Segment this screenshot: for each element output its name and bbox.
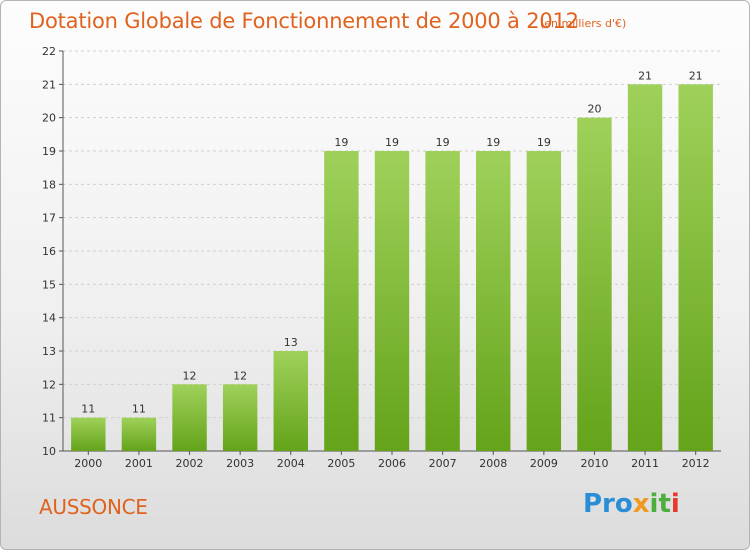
proxiti-logo: Proxiti xyxy=(583,489,680,519)
bar xyxy=(577,117,612,452)
y-tick-label: 10 xyxy=(42,445,56,458)
bar xyxy=(222,384,258,451)
bar xyxy=(425,151,460,451)
data-label: 19 xyxy=(436,136,450,149)
data-label: 13 xyxy=(284,336,298,349)
x-tick-label: 2010 xyxy=(580,457,608,470)
bar xyxy=(526,151,562,451)
y-tick-label: 22 xyxy=(42,45,56,58)
y-tick-label: 20 xyxy=(42,112,56,125)
logo-part: i xyxy=(670,489,680,519)
data-label: 21 xyxy=(638,69,652,82)
x-tick-label: 2009 xyxy=(530,457,558,470)
y-tick-label: 14 xyxy=(42,312,56,325)
y-tick-label: 15 xyxy=(42,278,56,291)
data-label: 12 xyxy=(183,369,197,382)
bar xyxy=(324,151,359,451)
y-tick-label: 21 xyxy=(42,78,56,91)
data-label: 12 xyxy=(233,369,247,382)
data-label: 19 xyxy=(486,136,500,149)
x-tick-label: 2004 xyxy=(277,457,305,470)
data-label: 11 xyxy=(132,403,146,416)
location-name: AUSSONCE xyxy=(39,495,148,519)
data-label: 11 xyxy=(81,403,95,416)
logo-part: x xyxy=(632,489,650,519)
y-tick-label: 18 xyxy=(42,178,56,191)
data-label: 19 xyxy=(334,136,348,149)
bar xyxy=(172,384,207,451)
x-tick-label: 2008 xyxy=(479,457,507,470)
y-tick-label: 16 xyxy=(42,245,56,258)
bar xyxy=(121,417,157,451)
x-tick-label: 2000 xyxy=(74,457,102,470)
bar xyxy=(71,417,106,451)
logo-part: Pro xyxy=(583,489,633,519)
x-tick-label: 2011 xyxy=(631,457,659,470)
x-tick-label: 2012 xyxy=(682,457,710,470)
logo-part: it xyxy=(649,489,671,519)
bar xyxy=(374,151,410,451)
data-label: 20 xyxy=(587,103,601,116)
x-tick-label: 2006 xyxy=(378,457,406,470)
x-tick-label: 2007 xyxy=(429,457,457,470)
chart-title: Dotation Globale de Fonctionnement de 20… xyxy=(29,9,579,33)
data-label: 19 xyxy=(537,136,551,149)
x-tick-label: 2002 xyxy=(176,457,204,470)
data-label: 21 xyxy=(689,69,703,82)
bar xyxy=(476,151,511,451)
chart-subtitle: (en milliers d'€) xyxy=(540,17,627,30)
y-tick-label: 17 xyxy=(42,212,56,225)
bar xyxy=(273,351,308,451)
y-tick-label: 11 xyxy=(42,412,56,425)
data-label: 19 xyxy=(385,136,399,149)
y-tick-label: 12 xyxy=(42,378,56,391)
x-tick-label: 2003 xyxy=(226,457,254,470)
x-tick-label: 2001 xyxy=(125,457,153,470)
y-tick-label: 19 xyxy=(42,145,56,158)
bar xyxy=(678,84,713,451)
x-tick-label: 2005 xyxy=(327,457,355,470)
y-tick-label: 13 xyxy=(42,345,56,358)
bar xyxy=(627,84,663,451)
